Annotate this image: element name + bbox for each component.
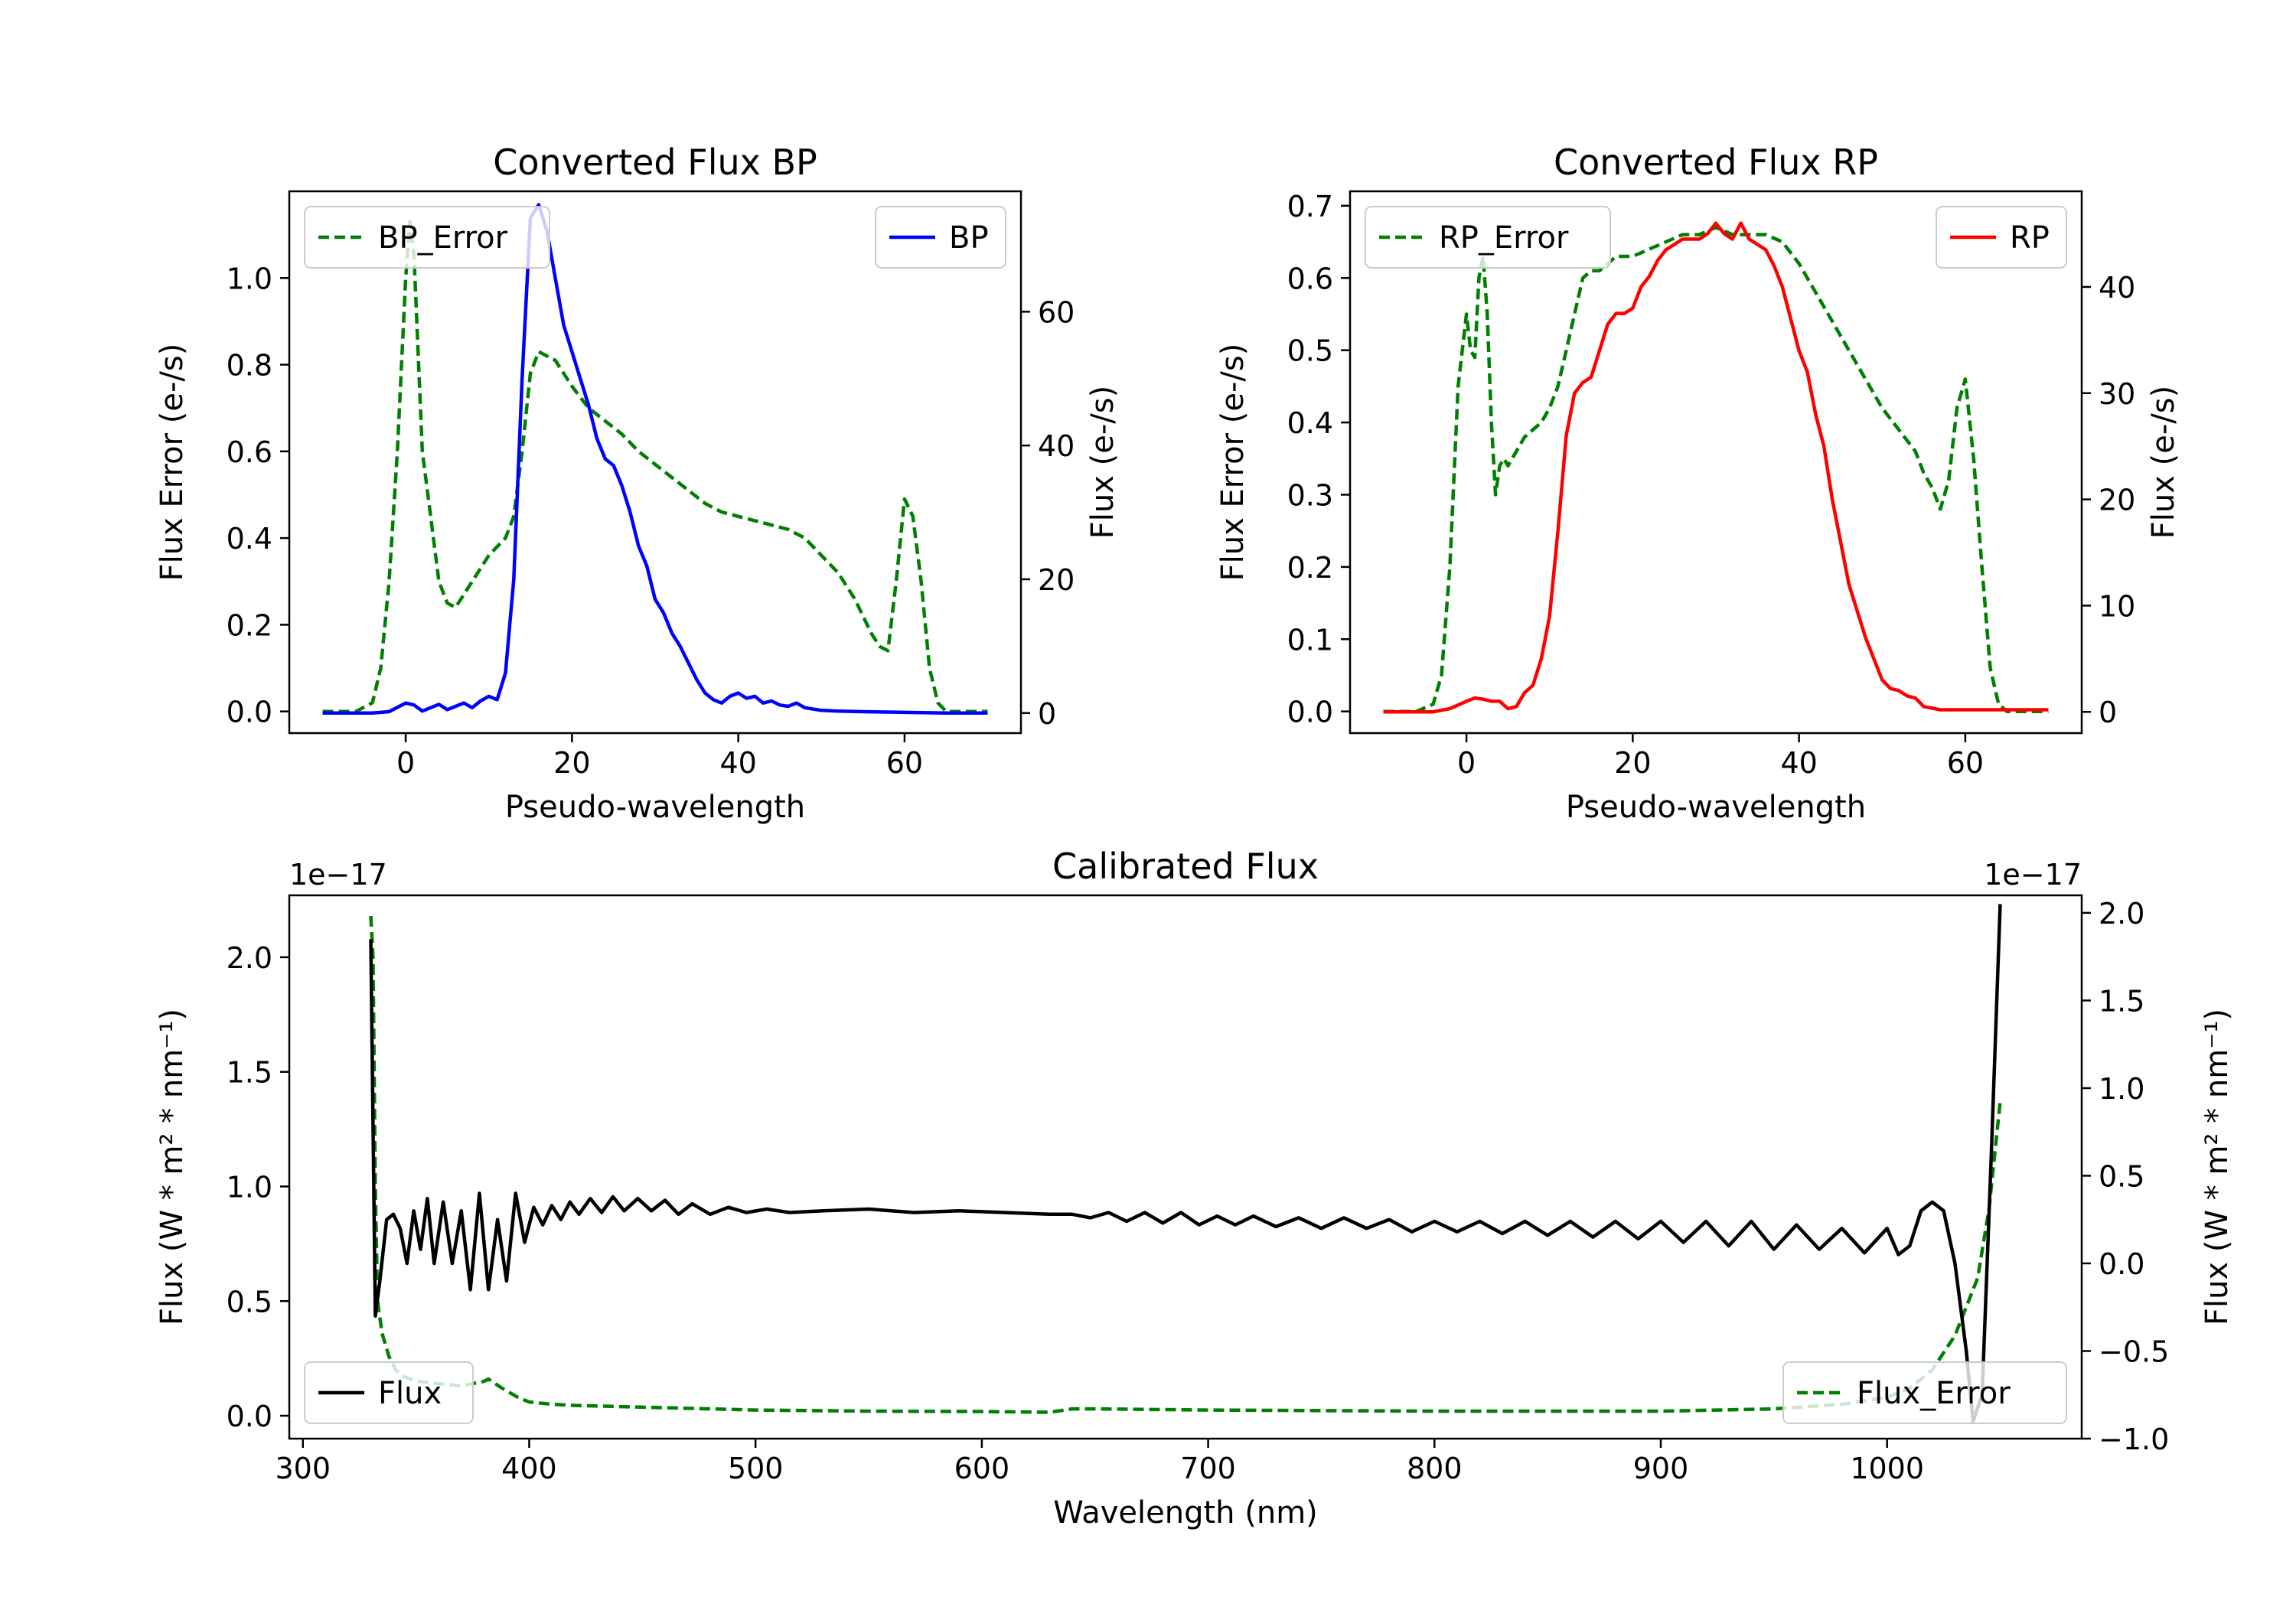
chart-title: Converted Flux RP: [1554, 142, 1878, 183]
legend-label: RP: [2010, 220, 2050, 256]
right-y-axis-label: Flux (W * m² * nm⁻¹): [2200, 1009, 2235, 1325]
left-y-tick-label: 1.0: [227, 262, 272, 295]
left-y-tick-label: 0.6: [1287, 262, 1333, 295]
left-y-tick-label: 0.3: [1287, 478, 1333, 512]
left-y-tick-label: 0.7: [1287, 190, 1333, 223]
legend-box: [1365, 206, 1611, 269]
right-y-tick-label: 10: [2099, 589, 2135, 623]
legend-bp: BP: [875, 206, 1006, 269]
right-y-tick-label: 20: [1038, 563, 1075, 597]
left-y-tick-label: 0.8: [227, 349, 272, 383]
left-y-tick-label: 0.2: [227, 608, 272, 642]
left-y-tick-label: 0.4: [1287, 406, 1333, 440]
x-tick-label: 20: [553, 746, 590, 780]
x-tick-label: 600: [954, 1452, 1010, 1485]
right-y-tick-label: 0.5: [2099, 1159, 2144, 1193]
x-tick-label: 40: [719, 746, 756, 780]
chart-rp: 0 20 40 60 Pseudo-wavelength 0.0 0.1 0.2 0.3 0.4 0…: [1215, 142, 2181, 825]
x-tick-label: 800: [1407, 1452, 1463, 1485]
left-y-axis-label: Flux Error (e-/s): [155, 344, 190, 582]
right-y-axis-label: Flux (e-/s): [1085, 386, 1120, 539]
legend-flux-error: Flux_Error: [1782, 1361, 2067, 1424]
right-y-tick-label: 0.0: [2099, 1247, 2144, 1281]
series-line-bp-error: [322, 220, 988, 713]
left-y-tick-label: 1.0: [227, 1170, 272, 1204]
left-y-axis-label: Flux (W * m² * nm⁻¹): [155, 1009, 190, 1325]
x-tick-label: 0: [396, 746, 415, 780]
x-tick-label: 20: [1614, 746, 1651, 780]
right-y-tick-label: 2.0: [2099, 897, 2144, 931]
right-y-tick-label: 60: [1038, 295, 1075, 329]
x-tick-label: 400: [501, 1452, 557, 1485]
left-y-tick-label: 2.0: [227, 941, 272, 975]
plot-frame: [1349, 190, 2083, 735]
x-tick-label: 60: [1947, 746, 1984, 780]
left-y-axis-label: Flux Error (e-/s): [1215, 344, 1251, 582]
legend-label: Flux_Error: [1857, 1376, 2011, 1411]
x-tick-label: 300: [275, 1452, 331, 1485]
right-offset-text: 1e−17: [1984, 858, 2082, 892]
legend-label: BP_Error: [378, 220, 508, 256]
right-y-tick-label: 40: [1038, 429, 1075, 463]
right-y-tick-label: −0.5: [2099, 1335, 2169, 1368]
x-tick-label: 40: [1780, 746, 1817, 780]
right-y-tick-label: 1.0: [2099, 1072, 2144, 1106]
legend-label: BP: [949, 220, 989, 256]
left-y-tick-label: 0.0: [227, 696, 272, 729]
chart-bp: 0 20 40 60 Pseudo-wavelength 0.0 0.2 0.4 0.6 0.8 1…: [155, 142, 1120, 825]
left-y-tick-label: 0.0: [1287, 696, 1333, 729]
series-line-bp: [322, 203, 988, 715]
x-tick-label: 500: [728, 1452, 784, 1485]
legend-box: [1782, 1361, 2067, 1424]
right-y-tick-label: −1.0: [2099, 1423, 2169, 1456]
x-tick-label: 1000: [1850, 1452, 1924, 1485]
right-y-axis-label: Flux (e-/s): [2146, 386, 2181, 539]
legend-rp: RP: [1936, 206, 2067, 269]
chart-cal: 300 400 500 600 700 800 900 1000 Wavelength (nm)…: [155, 846, 2235, 1530]
x-tick-label: 700: [1180, 1452, 1236, 1485]
left-y-tick-label: 0.5: [1287, 334, 1333, 368]
legend-rp-error: RP_Error: [1365, 206, 1611, 269]
left-y-tick-label: 0.1: [1287, 623, 1333, 657]
right-y-tick-label: 0: [1038, 697, 1056, 731]
x-axis-label: Wavelength (nm): [1053, 1495, 1318, 1530]
left-y-tick-label: 0.0: [227, 1400, 272, 1433]
legend-box: [304, 1361, 474, 1424]
chart-title: Converted Flux BP: [493, 142, 817, 183]
x-tick-label: 0: [1457, 746, 1476, 780]
left-y-tick-label: 0.4: [227, 522, 272, 556]
x-tick-label: 900: [1633, 1452, 1689, 1485]
x-axis-label: Pseudo-wavelength: [1566, 790, 1866, 825]
legend-box: [304, 206, 550, 269]
series-line-flux: [369, 904, 2002, 1423]
left-y-tick-label: 1.5: [227, 1056, 272, 1090]
left-offset-text: 1e−17: [289, 858, 387, 892]
legend-box: [1936, 206, 2067, 269]
chart-title: Calibrated Flux: [1052, 846, 1319, 887]
right-y-tick-label: 0: [2099, 696, 2117, 729]
left-y-tick-label: 0.2: [1287, 551, 1333, 585]
x-tick-label: 60: [886, 746, 923, 780]
plot-frame: [288, 894, 2083, 1440]
right-y-tick-label: 40: [2099, 271, 2135, 305]
legend-label: Flux: [378, 1376, 442, 1411]
legend-bp-error: BP_Error: [304, 206, 550, 269]
legend-flux: Flux: [304, 1361, 474, 1424]
right-y-tick-label: 20: [2099, 484, 2135, 517]
plot-frame: [288, 190, 1022, 735]
right-y-tick-label: 30: [2099, 377, 2135, 411]
left-y-tick-label: 0.5: [227, 1285, 272, 1319]
legend-label: RP_Error: [1439, 220, 1569, 256]
series-line-rp: [1383, 221, 2049, 714]
legend-box: [875, 206, 1006, 269]
right-y-tick-label: 1.5: [2099, 984, 2144, 1018]
x-axis-label: Pseudo-wavelength: [505, 790, 805, 825]
left-y-tick-label: 0.6: [227, 435, 272, 469]
